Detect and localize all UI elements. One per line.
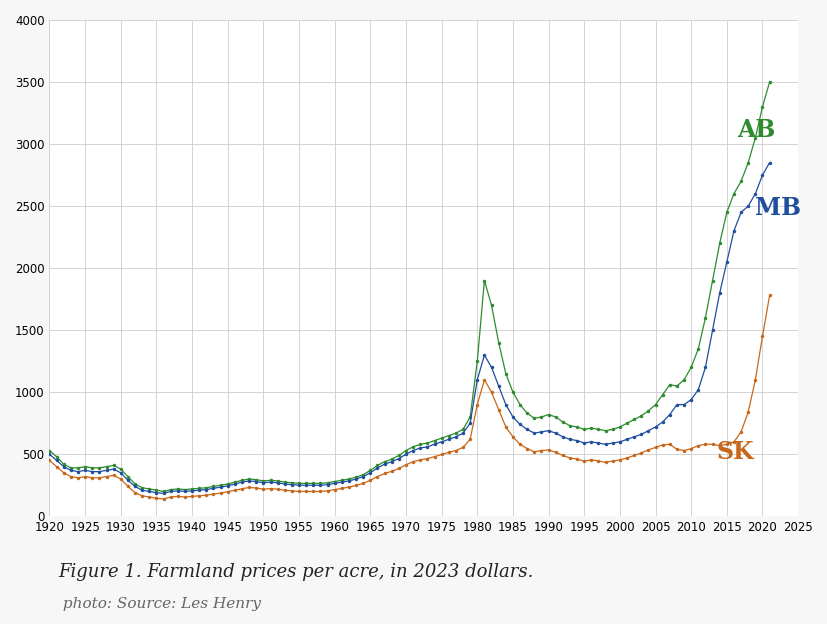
Text: Figure 1. Farmland prices per acre, in 2023 dollars.: Figure 1. Farmland prices per acre, in 2… xyxy=(58,563,533,581)
Text: AB: AB xyxy=(737,117,775,142)
Text: SK: SK xyxy=(715,440,753,464)
Text: MB: MB xyxy=(754,196,801,220)
Text: photo: Source: Les Henry: photo: Source: Les Henry xyxy=(58,597,261,612)
